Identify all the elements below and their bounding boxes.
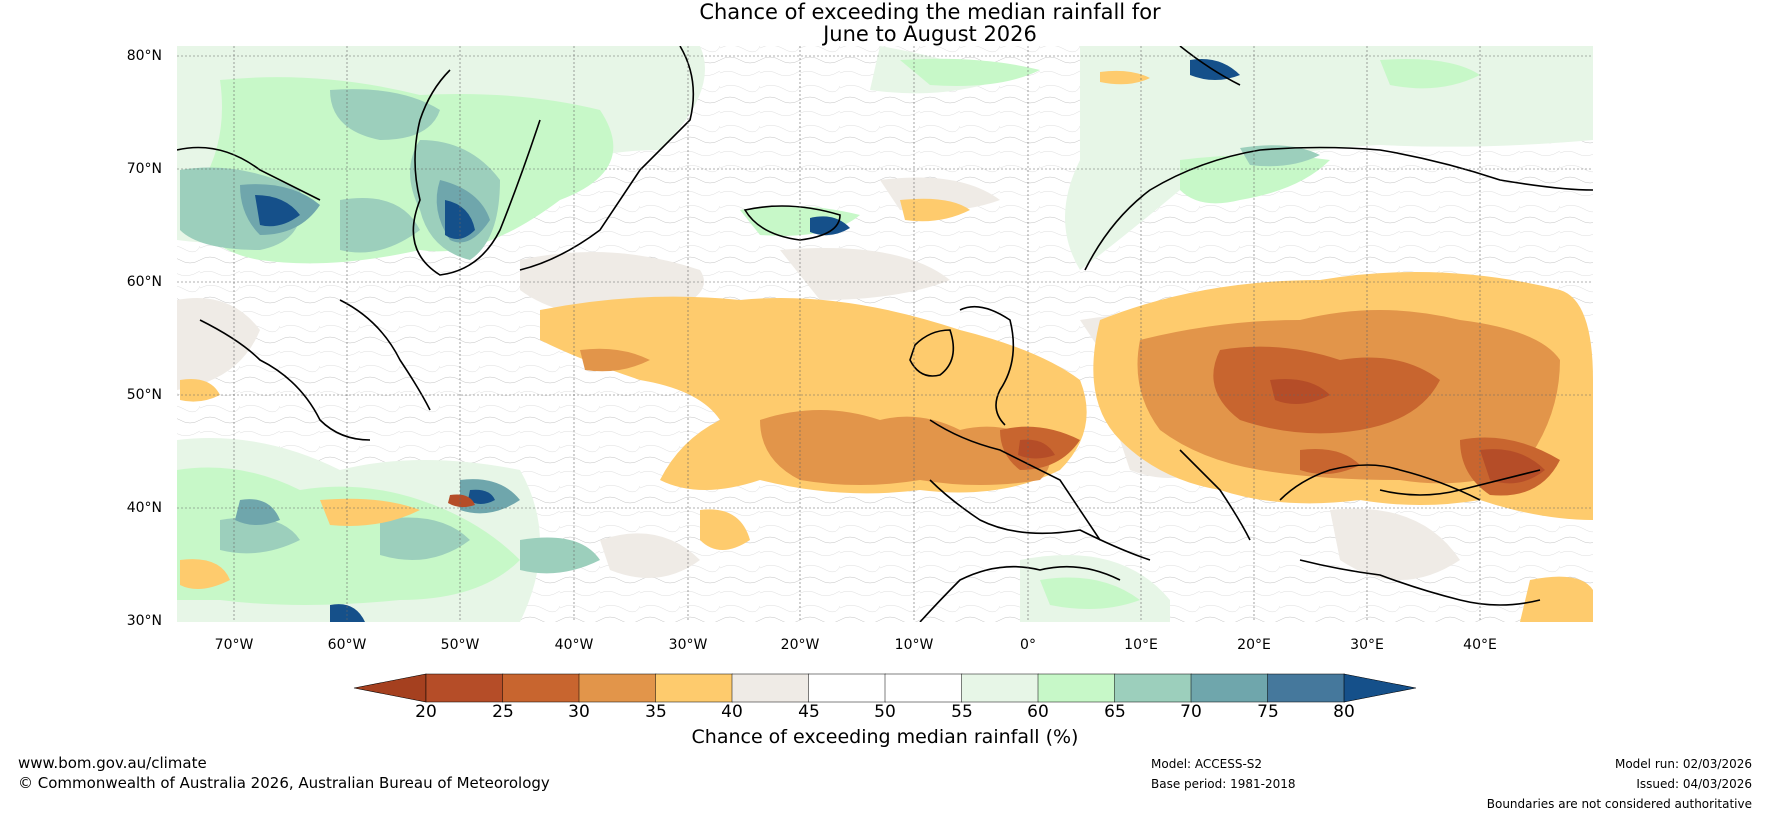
colorbar-swatch — [425, 673, 504, 703]
chart-title-line2: June to August 2026 — [823, 22, 1037, 46]
footer-model: Model: ACCESS-S2 — [1151, 757, 1263, 771]
lat-label-70n: 70°N — [126, 161, 162, 177]
rain-region-65 — [177, 58, 1480, 609]
graticule — [177, 46, 1593, 622]
lon-label-0: 0° — [1020, 637, 1036, 653]
lat-label-40n: 40°N — [126, 500, 162, 516]
colorbar-under-arrow — [353, 673, 427, 703]
colorbar — [353, 673, 1417, 703]
lon-label-10w: 10°W — [894, 637, 934, 653]
colorbar-label: Chance of exceeding median rainfall (%) — [691, 726, 1079, 748]
footer-base-period: Base period: 1981-2018 — [1151, 777, 1296, 791]
lon-label-20e: 20°E — [1237, 637, 1271, 653]
colorbar-tick: 65 — [1104, 702, 1126, 722]
colorbar-tick: 20 — [415, 702, 437, 722]
colorbar-tick: 80 — [1333, 702, 1355, 722]
colorbar-swatches — [425, 673, 1345, 703]
colorbar-swatch — [1037, 673, 1116, 703]
colorbar-tick: 75 — [1257, 702, 1279, 722]
lon-label-70w: 70°W — [214, 637, 254, 653]
colorbar-swatch — [655, 673, 733, 703]
colorbar-tick: 55 — [951, 702, 973, 722]
rain-region-25 — [448, 379, 1545, 508]
colorbar-tick: 30 — [568, 702, 590, 722]
coastlines — [177, 46, 1593, 622]
footer-model-run: Model run: 02/03/2026 — [1614, 757, 1752, 771]
colorbar-tick: 40 — [721, 702, 743, 722]
footer-disclaimer: Boundaries are not considered authoritat… — [1486, 797, 1752, 811]
lat-label-50n: 50°N — [126, 387, 162, 403]
colorbar-tick: 60 — [1027, 702, 1049, 722]
colorbar-tick: 25 — [492, 702, 514, 722]
colorbar-tick: 45 — [798, 702, 820, 722]
colorbar-swatch — [502, 673, 580, 703]
colorbar-swatch — [731, 673, 810, 703]
footer-issued: Issued: 04/03/2026 — [1636, 777, 1752, 791]
colorbar-tick: 50 — [874, 702, 896, 722]
footer-copyright: © Commonwealth of Australia 2026, Austra… — [18, 774, 550, 792]
lon-label-10e: 10°E — [1124, 637, 1158, 653]
lat-label-80n: 80°N — [126, 48, 162, 64]
map-plot-area — [177, 46, 1593, 622]
colorbar-swatch — [808, 673, 886, 703]
lon-label-50w: 50°W — [440, 637, 480, 653]
colorbar-tick: 70 — [1180, 702, 1202, 722]
colorbar-swatch — [1190, 673, 1269, 703]
lon-label-40w: 40°W — [554, 637, 594, 653]
colorbar-tick: 35 — [645, 702, 667, 722]
colorbar-swatch — [961, 673, 1039, 703]
lat-label-30n: 30°N — [126, 613, 162, 629]
lon-label-30e: 30°E — [1350, 637, 1384, 653]
colorbar-over-arrow — [1343, 673, 1417, 703]
footer-website: www.bom.gov.au/climate — [18, 754, 207, 772]
lon-label-60w: 60°W — [327, 637, 367, 653]
lat-label-60n: 60°N — [126, 274, 162, 290]
lon-label-40e: 40°E — [1463, 637, 1497, 653]
colorbar-swatch — [884, 673, 963, 703]
chart-title-line1: Chance of exceeding the median rainfall … — [699, 0, 1161, 24]
lon-label-20w: 20°W — [780, 637, 820, 653]
colorbar-swatch — [578, 673, 657, 703]
colorbar-swatch — [1114, 673, 1192, 703]
colorbar-swatch — [1267, 673, 1345, 703]
lon-label-30w: 30°W — [668, 637, 708, 653]
